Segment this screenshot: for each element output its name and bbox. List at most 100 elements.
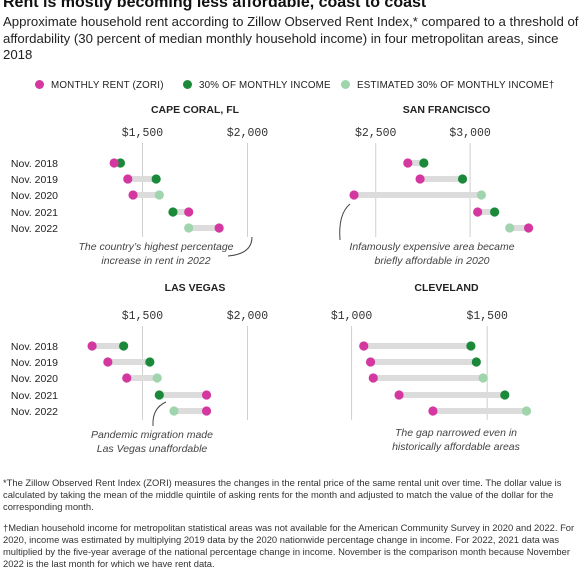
rent-point — [403, 158, 413, 168]
annotation-text: increase in rent in 2022 — [101, 255, 210, 267]
income-point — [466, 341, 476, 351]
tick-label: $1,000 — [331, 310, 373, 323]
chart-area: CAPE CORAL, FL $1,500 $2,000 Nov. 2018 Nov. … — [11, 104, 534, 455]
connector-bar — [174, 408, 207, 414]
rent-point — [368, 373, 378, 383]
tick-label: $1,500 — [122, 310, 164, 323]
income-point — [145, 357, 155, 367]
income-point — [168, 207, 178, 217]
rent-point — [394, 390, 404, 400]
rent-point — [349, 190, 359, 200]
annotation-arrow — [339, 203, 351, 241]
row-label: Nov. 2020 — [11, 373, 58, 385]
row-label: Nov. 2022 — [11, 406, 58, 418]
income-point — [154, 390, 164, 400]
chart-title: Rent is mostly becoming less affordable,… — [3, 0, 427, 11]
estimated-income-point — [184, 223, 194, 233]
tick-label: $3,000 — [449, 127, 491, 140]
tick-label: $1,500 — [466, 310, 508, 323]
chart-subtitle: Approximate household rent according to … — [3, 14, 579, 62]
rent-point — [201, 406, 212, 416]
row-label: Nov. 2019 — [11, 357, 58, 369]
rent-point — [109, 158, 119, 168]
estimated-income-point — [154, 190, 164, 200]
footnote-zori: *The Zillow Observed Rent Index (ZORI) m… — [3, 477, 562, 512]
row-label: Nov. 2021 — [11, 207, 58, 219]
legend-label-estimated: ESTIMATED 30% OF MONTHLY INCOME† — [357, 80, 555, 91]
annotation-arrow — [227, 236, 253, 257]
connector-bar — [188, 225, 220, 231]
footnote-income: †Median household income for metropolita… — [3, 522, 575, 569]
income-point — [119, 341, 129, 351]
connector-bar — [399, 392, 505, 398]
annotation-arrow — [152, 401, 167, 427]
row-label: Nov. 2019 — [11, 174, 58, 186]
legend-item-estimated: ESTIMATED 30% OF MONTHLY INCOME† — [341, 80, 554, 91]
rent-point — [128, 190, 138, 200]
annotation-text: briefly affordable in 2020 — [375, 255, 490, 267]
income-point — [419, 158, 429, 168]
connector-bar — [126, 375, 158, 381]
rent-point — [87, 341, 97, 351]
panel-title: CAPE CORAL, FL — [151, 104, 240, 116]
income-point — [151, 174, 161, 184]
estimated-income-point — [505, 223, 515, 233]
panel-title: CLEVELAND — [414, 282, 479, 294]
legend-label-rent: MONTHLY RENT (ZORI) — [51, 80, 164, 91]
legend-swatch-income — [183, 80, 192, 89]
tick-label: $2,000 — [227, 127, 269, 140]
rent-point — [122, 373, 132, 383]
legend-swatch-estimated — [341, 80, 350, 89]
connector-bar — [172, 209, 189, 215]
connector-bar — [373, 375, 484, 381]
rent-point — [359, 341, 369, 351]
estimated-income-point — [169, 406, 179, 416]
income-point — [457, 174, 468, 184]
legend-item-rent: MONTHLY RENT (ZORI) — [35, 80, 164, 91]
connector-bar — [92, 343, 124, 349]
connector-bar — [107, 359, 150, 365]
rent-point — [473, 207, 483, 217]
connector-bar — [477, 209, 495, 215]
annotation-text: historically affordable areas — [392, 441, 521, 453]
annotation-text: The country’s highest percentage — [78, 241, 233, 253]
legend-swatch-rent — [35, 80, 44, 89]
income-point — [500, 390, 510, 400]
rent-point — [214, 223, 224, 233]
income-point — [115, 158, 126, 168]
estimated-income-point — [476, 190, 487, 200]
panel-title: SAN FRANCISCO — [403, 104, 491, 116]
legend-item-income: 30% OF MONTHLY INCOME — [183, 80, 331, 91]
rent-point — [201, 390, 212, 400]
rent-point — [184, 207, 194, 217]
row-label: Nov. 2020 — [11, 190, 58, 202]
connector-bar — [407, 160, 424, 166]
connector-bar — [420, 176, 463, 182]
connector-bar — [133, 192, 160, 198]
panel-title: LAS VEGAS — [165, 282, 226, 294]
row-label: Nov. 2018 — [11, 158, 58, 170]
annotation-text: Pandemic migration made — [91, 429, 213, 441]
connector-bar — [370, 359, 477, 365]
connector-bar — [159, 392, 207, 398]
estimated-income-point — [478, 373, 488, 383]
row-label: Nov. 2018 — [11, 341, 58, 353]
connector-bar — [127, 176, 157, 182]
annotation-text: Infamously expensive area became — [349, 241, 514, 253]
income-point — [490, 207, 500, 217]
legend-label-income: 30% OF MONTHLY INCOME — [199, 80, 331, 91]
rent-point — [365, 357, 376, 367]
estimated-income-point — [152, 373, 162, 383]
tick-label: $2,000 — [227, 310, 269, 323]
annotation-text: Las Vegas unaffordable — [97, 443, 208, 455]
connector-bar — [363, 343, 471, 349]
connector-bar — [509, 225, 529, 231]
income-point — [471, 357, 481, 367]
row-label: Nov. 2022 — [11, 223, 58, 235]
tick-label: $1,500 — [122, 127, 164, 140]
rent-point — [123, 174, 133, 184]
row-label: Nov. 2021 — [11, 390, 58, 402]
rent-point — [428, 406, 438, 416]
estimated-income-point — [521, 406, 532, 416]
connector-bar — [354, 192, 482, 198]
